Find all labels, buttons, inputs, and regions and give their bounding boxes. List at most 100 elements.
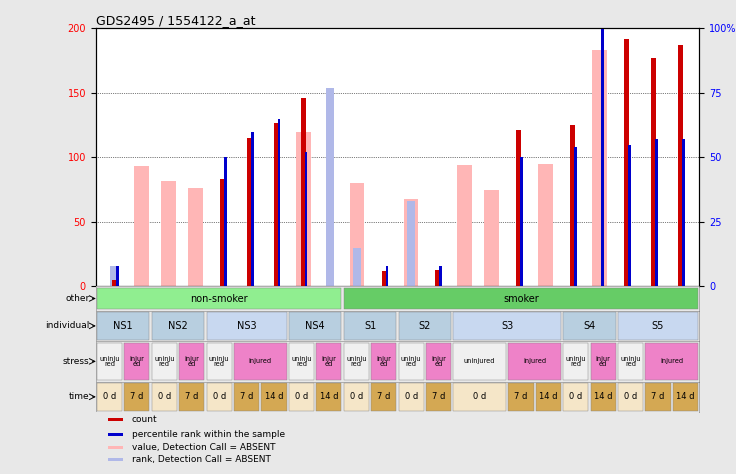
Text: 7 d: 7 d — [185, 392, 199, 401]
Bar — [96, 343, 122, 380]
Bar — [152, 343, 177, 380]
Bar — [289, 312, 342, 340]
Bar — [251, 132, 253, 286]
Text: injur
ed: injur ed — [130, 356, 144, 367]
Text: injur
ed: injur ed — [184, 356, 199, 367]
Bar — [590, 343, 616, 380]
Bar — [96, 288, 342, 310]
Bar — [301, 98, 305, 286]
Text: 7 d: 7 d — [130, 392, 144, 401]
Text: S2: S2 — [419, 321, 431, 331]
Bar — [453, 383, 506, 411]
Text: uninju
red: uninju red — [620, 356, 641, 367]
Text: S3: S3 — [501, 321, 513, 331]
Bar — [179, 383, 205, 411]
Bar — [678, 45, 683, 286]
Text: 14 d: 14 d — [265, 392, 283, 401]
Bar — [457, 165, 473, 286]
Bar — [426, 343, 451, 380]
Bar — [344, 288, 698, 310]
Text: 7 d: 7 d — [432, 392, 445, 401]
Bar — [484, 190, 499, 286]
Bar — [234, 343, 286, 380]
Bar — [207, 312, 286, 340]
Text: non-smoker: non-smoker — [191, 293, 248, 303]
Bar — [134, 166, 149, 286]
Text: 14 d: 14 d — [539, 392, 558, 401]
Text: 7 d: 7 d — [651, 392, 665, 401]
Bar — [398, 343, 424, 380]
Text: S4: S4 — [584, 321, 595, 331]
Text: 7 d: 7 d — [514, 392, 528, 401]
Text: uninju
red: uninju red — [154, 356, 174, 367]
Bar — [645, 383, 670, 411]
Text: smoker: smoker — [503, 293, 539, 303]
Bar — [453, 343, 506, 380]
Text: injured: injured — [660, 358, 683, 365]
Text: 0 d: 0 d — [569, 392, 582, 401]
Text: uninjured: uninjured — [464, 358, 495, 365]
Text: uninju
red: uninju red — [401, 356, 422, 367]
Text: value, Detection Call = ABSENT: value, Detection Call = ABSENT — [132, 443, 275, 452]
Text: uninju
red: uninju red — [346, 356, 367, 367]
Bar — [96, 312, 149, 340]
Bar — [161, 181, 176, 286]
Bar — [274, 123, 279, 286]
Bar — [344, 312, 397, 340]
Bar — [426, 383, 451, 411]
Bar — [398, 312, 451, 340]
Bar — [112, 280, 117, 286]
Bar — [436, 270, 440, 286]
Bar — [207, 383, 232, 411]
Bar — [344, 343, 369, 380]
Bar — [107, 433, 123, 436]
Bar — [536, 383, 561, 411]
Text: individual: individual — [46, 321, 90, 330]
Text: other: other — [66, 294, 90, 303]
Text: 14 d: 14 d — [594, 392, 612, 401]
Bar — [509, 383, 534, 411]
Bar — [628, 145, 631, 286]
Bar — [224, 157, 227, 286]
Bar — [386, 266, 388, 286]
Bar — [682, 139, 684, 286]
Bar — [296, 132, 311, 286]
Text: injur
ed: injur ed — [595, 356, 611, 367]
Bar — [618, 343, 643, 380]
Text: uninju
red: uninju red — [99, 356, 120, 367]
Bar — [116, 266, 118, 286]
Bar — [277, 118, 280, 286]
Text: NS3: NS3 — [237, 321, 256, 331]
Bar — [152, 312, 205, 340]
Text: 0 d: 0 d — [213, 392, 226, 401]
Bar — [453, 312, 561, 340]
Bar — [124, 343, 149, 380]
Bar — [538, 164, 553, 286]
Bar — [124, 383, 149, 411]
Bar — [590, 383, 616, 411]
Bar — [592, 50, 607, 286]
Text: 14 d: 14 d — [319, 392, 338, 401]
Text: injured: injured — [523, 358, 546, 365]
Text: S1: S1 — [364, 321, 376, 331]
Bar — [247, 138, 252, 286]
Bar — [107, 418, 123, 421]
Text: time: time — [69, 392, 90, 401]
Bar — [188, 188, 203, 286]
Bar — [234, 383, 259, 411]
Bar — [563, 383, 588, 411]
Text: GDS2495 / 1554122_a_at: GDS2495 / 1554122_a_at — [96, 14, 255, 27]
Text: stress: stress — [63, 357, 90, 366]
Bar — [655, 139, 658, 286]
Bar — [289, 383, 314, 411]
Bar — [407, 201, 415, 286]
Bar — [618, 383, 643, 411]
Text: uninju
red: uninju red — [565, 356, 586, 367]
Text: 0 d: 0 d — [624, 392, 637, 401]
Text: rank, Detection Call = ABSENT: rank, Detection Call = ABSENT — [132, 455, 271, 464]
Text: 0 d: 0 d — [295, 392, 308, 401]
Bar — [371, 343, 397, 380]
Text: 0 d: 0 d — [405, 392, 418, 401]
Text: 0 d: 0 d — [350, 392, 363, 401]
Bar — [624, 39, 629, 286]
